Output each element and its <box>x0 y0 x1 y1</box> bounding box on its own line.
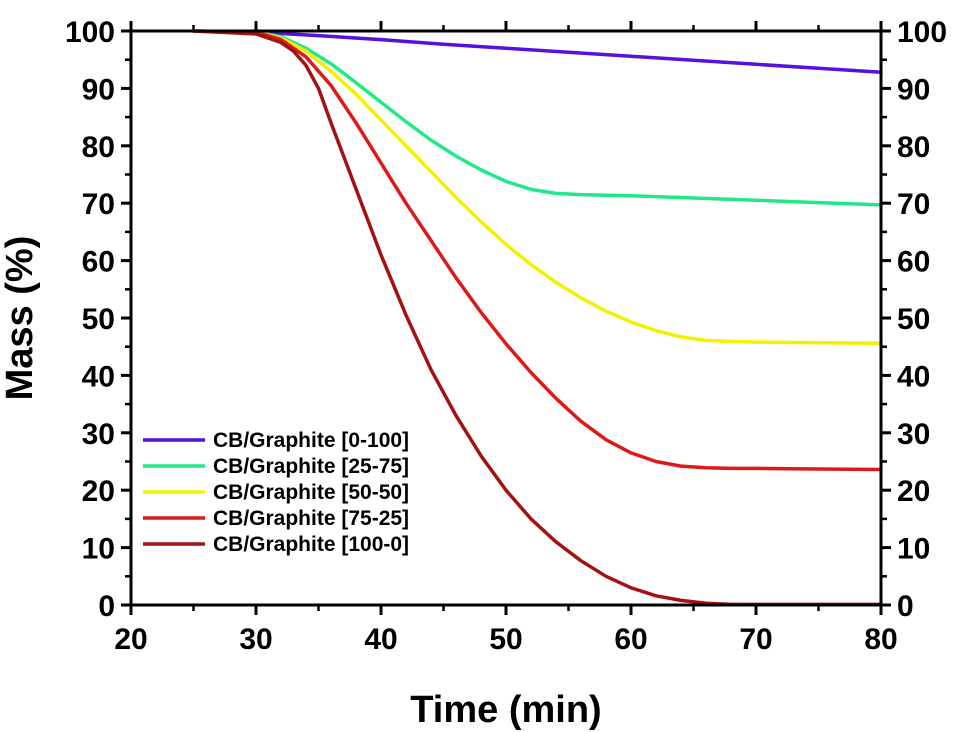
legend-label-4: CB/Graphite [100-0] <box>213 533 409 556</box>
series-lines <box>191 29 883 607</box>
x-tick-label: 20 <box>114 623 147 656</box>
y-tick-label: 70 <box>82 188 115 221</box>
y-tick-label: 30 <box>82 418 115 451</box>
x-tick-label: 50 <box>489 623 522 656</box>
legend-label-3: CB/Graphite [75-25] <box>213 507 409 530</box>
legend-label-2: CB/Graphite [50-50] <box>213 481 409 504</box>
y-tick-label-right: 0 <box>897 590 914 623</box>
series-line-2 <box>191 29 883 346</box>
legend-label-0: CB/Graphite [0-100] <box>213 429 409 452</box>
y-tick-label-right: 90 <box>897 73 930 106</box>
x-tick-label: 80 <box>864 623 897 656</box>
y-tick-label: 40 <box>82 360 115 393</box>
x-tick-label: 30 <box>239 623 272 656</box>
y-tick-label-right: 100 <box>897 16 947 49</box>
y-tick-label: 20 <box>82 475 115 508</box>
series-line-3 <box>191 29 883 472</box>
x-tick-label: 70 <box>739 623 772 656</box>
y-axis-title: Mass (%) <box>0 236 41 401</box>
y-tick-label-right: 60 <box>897 246 930 279</box>
x-axis-title: Time (min) <box>410 689 601 731</box>
y-tick-label-right: 70 <box>897 188 930 221</box>
y-tick-label: 60 <box>82 246 115 279</box>
x-tick-label: 40 <box>364 623 397 656</box>
y-tick-label: 100 <box>65 16 115 49</box>
legend-label-1: CB/Graphite [25-75] <box>213 455 409 478</box>
legend: CB/Graphite [0-100] CB/Graphite [25-75] CB… <box>143 429 409 556</box>
series-line-0 <box>191 29 883 75</box>
y-tick-label-right: 20 <box>897 475 930 508</box>
y-tick-label-right: 50 <box>897 303 930 336</box>
y-tick-label: 80 <box>82 131 115 164</box>
y-tick-label-right: 80 <box>897 131 930 164</box>
y-tick-label: 0 <box>98 590 115 623</box>
y-tick-label: 90 <box>82 73 115 106</box>
y-tick-label: 50 <box>82 303 115 336</box>
y-tick-label-right: 10 <box>897 533 930 566</box>
y-tick-label: 10 <box>82 533 115 566</box>
y-tick-label-right: 40 <box>897 360 930 393</box>
series-line-4 <box>191 29 883 607</box>
x-tick-label: 60 <box>614 623 647 656</box>
plot-frame <box>129 29 883 607</box>
series-line-1 <box>191 29 883 207</box>
y-tick-label-right: 30 <box>897 418 930 451</box>
